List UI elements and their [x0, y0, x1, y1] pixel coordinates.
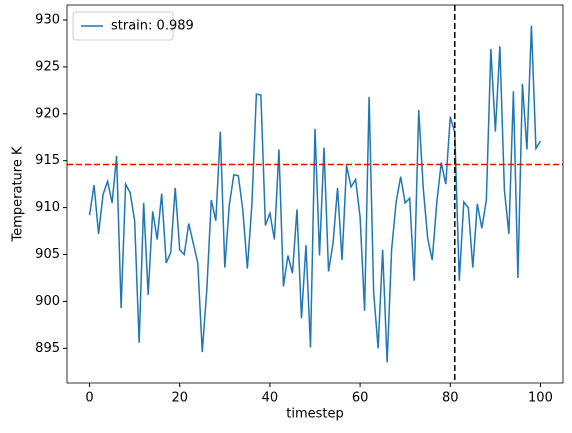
y-tick-label: 905	[35, 247, 60, 262]
y-tick-label: 900	[35, 294, 60, 309]
x-tick-label: 80	[442, 391, 459, 406]
y-tick-label: 920	[35, 106, 60, 121]
y-tick-label: 915	[35, 153, 60, 168]
x-tick-label: 0	[85, 391, 93, 406]
data-line	[88, 25, 542, 363]
y-tick-label: 910	[35, 200, 60, 215]
x-tick-label: 60	[352, 391, 369, 406]
x-tick-label: 40	[262, 391, 279, 406]
y-tick-label: 925	[35, 59, 60, 74]
x-tick-label: 100	[528, 391, 553, 406]
legend-label: strain: 0.989	[111, 19, 194, 34]
x-axis-label: timestep	[286, 407, 344, 422]
y-tick-label: 895	[35, 341, 60, 356]
x-tick-label: 20	[171, 391, 188, 406]
y-axis-label: Temperature K	[11, 146, 26, 242]
y-tick-label: 930	[35, 13, 60, 28]
legend-box	[72, 11, 174, 41]
plot-frame	[66, 4, 564, 384]
